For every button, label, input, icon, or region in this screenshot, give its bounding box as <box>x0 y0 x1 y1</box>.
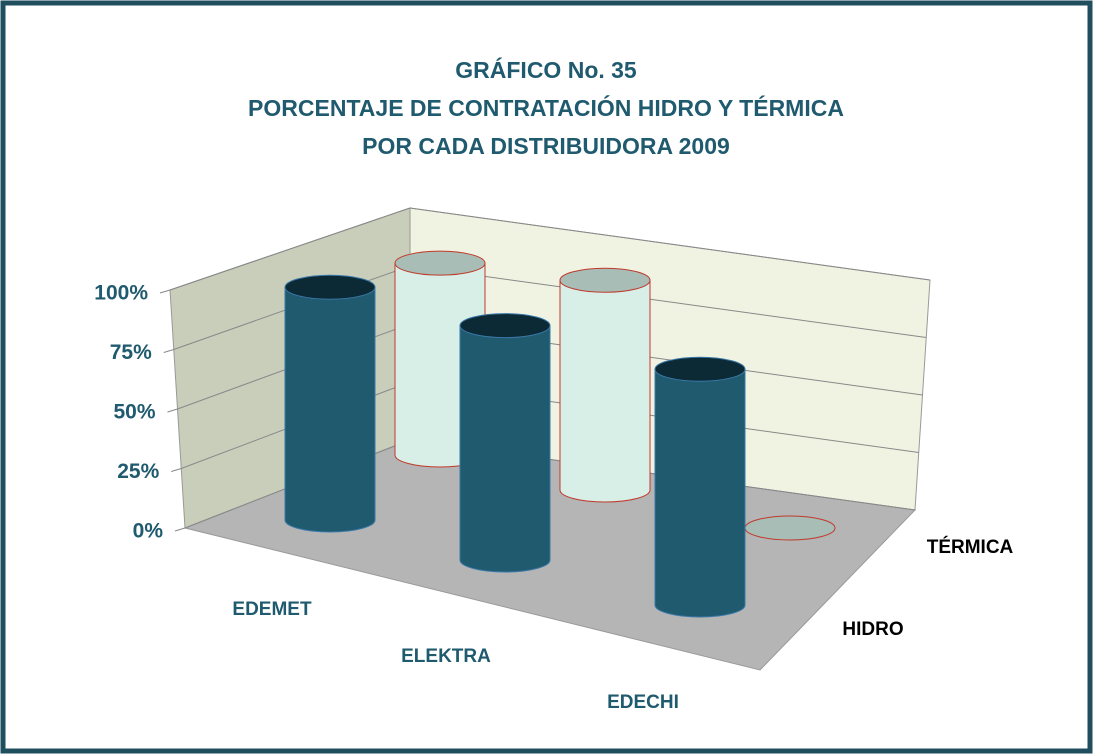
y-tick-label: 100% <box>94 282 148 305</box>
y-tick <box>171 468 182 472</box>
y-tick-label: 50% <box>113 401 155 424</box>
chart-subtitle: PORCENTAJE DE CONTRATACIÓN HIDRO Y TÉRMI… <box>248 94 844 121</box>
cylinder <box>559 267 651 503</box>
cylinder <box>284 274 376 533</box>
x-tick-label: EDECHI <box>607 692 679 713</box>
y-tick <box>167 408 178 413</box>
cylinder-top <box>394 250 486 276</box>
y-tick <box>163 349 174 353</box>
series-label: HIDRO <box>842 619 903 640</box>
cylinder-top <box>654 356 746 382</box>
cylinder <box>654 356 746 618</box>
cylinder-top <box>284 274 376 300</box>
y-tick-label: 0% <box>133 520 164 543</box>
chart-title: GRÁFICO No. 35 <box>455 56 637 83</box>
y-tick <box>159 289 171 294</box>
y-tick <box>174 527 186 532</box>
cylinder-top <box>559 267 651 293</box>
chart-subtitle: POR CADA DISTRIBUIDORA 2009 <box>362 133 730 159</box>
cylinder-body <box>559 279 651 503</box>
cylinder <box>744 515 836 541</box>
x-tick-label: EDEMET <box>232 599 312 620</box>
y-tick-label: 25% <box>117 460 159 483</box>
series-label: TÉRMICA <box>927 536 1014 558</box>
cylinder-body <box>459 325 551 573</box>
cylinder-body <box>284 286 376 533</box>
cylinder-top <box>744 515 836 541</box>
cylinder <box>459 313 551 573</box>
x-tick-label: ELEKTRA <box>401 646 491 667</box>
cylinder-top <box>459 313 551 339</box>
grid-line <box>169 207 931 291</box>
cylinder-body <box>654 368 746 618</box>
y-tick-label: 75% <box>110 341 152 364</box>
